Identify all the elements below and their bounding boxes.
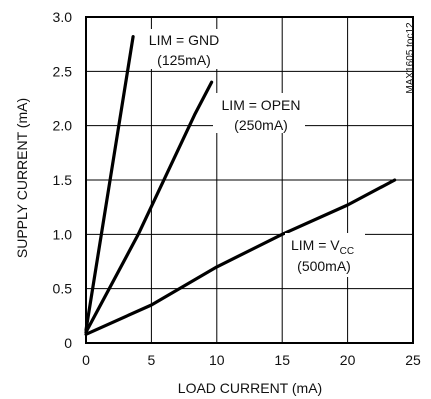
annotation-open-line1: LIM = OPEN bbox=[222, 97, 301, 113]
series-layer bbox=[84, 34, 397, 336]
y-tick-label: 3.0 bbox=[53, 9, 73, 25]
series-lim-vcc bbox=[84, 178, 397, 336]
series-lim-gnd bbox=[84, 34, 135, 332]
x-tick-label: 20 bbox=[340, 352, 356, 368]
y-axis-label: SUPPLY CURRENT (mA) bbox=[14, 98, 30, 258]
plot-frame bbox=[85, 16, 414, 344]
x-tick-label: 0 bbox=[82, 352, 90, 368]
annotation-gnd-line2: (125mA) bbox=[157, 52, 211, 68]
annotation-vcc-prefix: LIM = V bbox=[291, 237, 340, 253]
x-tick-label: 5 bbox=[148, 352, 156, 368]
annotation-vcc-line2: (500mA) bbox=[297, 258, 351, 274]
y-tick-label: 2.0 bbox=[53, 118, 73, 134]
annotation-vcc: LIM = VCC (500mA) bbox=[285, 233, 365, 277]
annotation-open-line2: (250mA) bbox=[234, 117, 288, 133]
y-tick-label: 2.5 bbox=[53, 63, 73, 79]
y-tick-label: 0.5 bbox=[53, 281, 73, 297]
x-axis-label: LOAD CURRENT (mA) bbox=[178, 380, 322, 396]
x-tick-label: 15 bbox=[274, 352, 290, 368]
x-tick-labels: 0 5 10 15 20 25 bbox=[82, 352, 421, 368]
x-tick-label: 25 bbox=[405, 352, 421, 368]
annotation-vcc-subscript: CC bbox=[340, 246, 354, 257]
annotation-open: LIM = OPEN (250mA) bbox=[213, 93, 305, 133]
y-tick-label: 0 bbox=[64, 335, 72, 351]
figure-code: MAX1605 toc12 bbox=[405, 22, 416, 94]
y-tick-label: 1.0 bbox=[53, 226, 73, 242]
annotation-vcc-line1: LIM = VCC bbox=[291, 237, 354, 257]
x-tick-label: 10 bbox=[209, 352, 225, 368]
annotation-gnd-line1: LIM = GND bbox=[149, 32, 219, 48]
annotation-gnd: LIM = GND (125mA) bbox=[145, 29, 225, 69]
y-tick-label: 1.5 bbox=[53, 172, 73, 188]
grid bbox=[85, 16, 414, 344]
y-tick-labels: 0 0.5 1.0 1.5 2.0 2.5 3.0 bbox=[53, 9, 73, 351]
series-lim-open bbox=[84, 80, 214, 334]
